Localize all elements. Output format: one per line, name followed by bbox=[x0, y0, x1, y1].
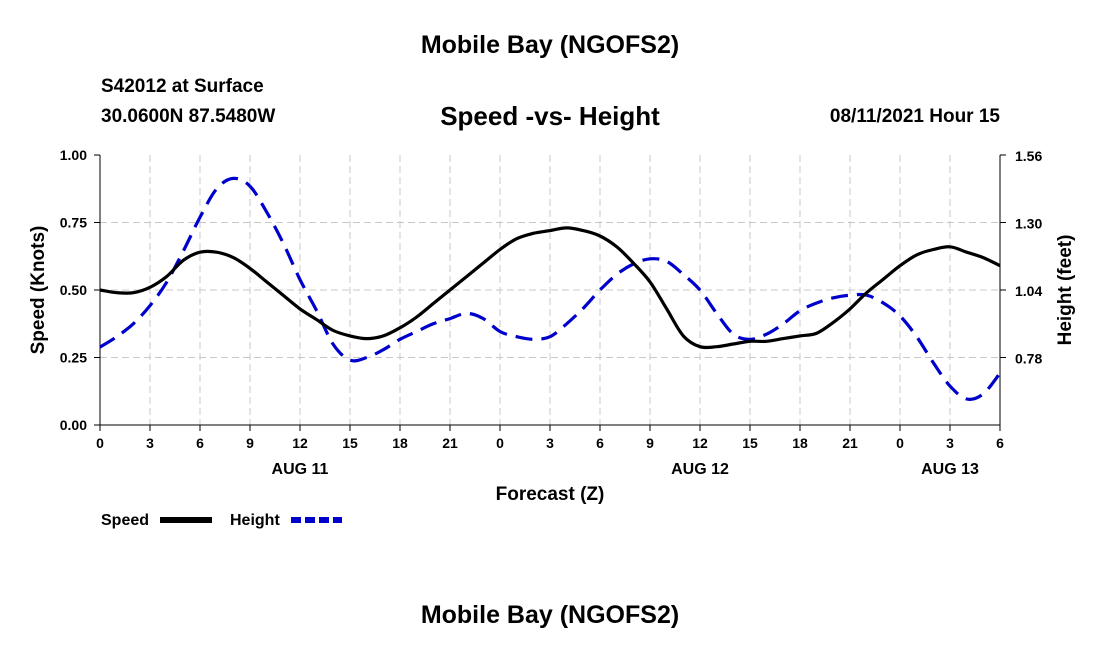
x-axis-label: Forecast (Z) bbox=[496, 484, 605, 505]
y2-tick-label: 1.30 bbox=[1015, 216, 1042, 232]
x-tick-label: 21 bbox=[842, 435, 858, 451]
series-lines bbox=[99, 176, 1002, 401]
y-tick-label: 0.00 bbox=[60, 417, 87, 433]
y2-tick-label: 1.56 bbox=[1015, 148, 1042, 164]
x-tick-label: 18 bbox=[392, 435, 408, 451]
y-tick-label: 1.00 bbox=[60, 147, 87, 163]
axes bbox=[94, 154, 1006, 431]
y-tick-label: 0.75 bbox=[60, 215, 87, 231]
station-coordinates: 30.0600N 87.5480W bbox=[101, 106, 276, 127]
x-tick-label: 6 bbox=[596, 435, 604, 451]
x-tick-label: 0 bbox=[96, 435, 104, 451]
right-y-axis-label: Height (feet) bbox=[1055, 235, 1076, 346]
legend-speed-label: Speed bbox=[101, 512, 149, 529]
speed-series-line bbox=[99, 226, 1001, 350]
footer-title: Mobile Bay (NGOFS2) bbox=[420, 601, 680, 629]
x-day-label: AUG 13 bbox=[921, 461, 979, 478]
x-tick-label: 15 bbox=[742, 435, 758, 451]
x-tick-label: 3 bbox=[946, 435, 954, 451]
legend-height-label: Height bbox=[230, 512, 280, 529]
x-tick-label: 18 bbox=[792, 435, 808, 451]
x-tick-label: 21 bbox=[442, 435, 458, 451]
x-tick-label: 3 bbox=[546, 435, 554, 451]
y-tick-label: 0.50 bbox=[60, 282, 87, 298]
x-tick-label: 6 bbox=[996, 435, 1004, 451]
y-tick-label: 0.25 bbox=[60, 350, 87, 366]
y2-tick-label: 0.78 bbox=[1015, 351, 1042, 367]
x-tick-label: 9 bbox=[246, 435, 254, 451]
x-day-label: AUG 12 bbox=[671, 461, 729, 478]
tick-labels: 0 3 6 9 12 15 18 21 0 3 6 9 12 15 18 21 0 3 6 AUG 11 AUG 12 A… bbox=[60, 147, 1043, 478]
x-tick-label: 6 bbox=[196, 435, 204, 451]
x-tick-label: 12 bbox=[292, 435, 308, 451]
chart-subtitle: Speed -vs- Height bbox=[440, 101, 660, 131]
x-tick-label: 9 bbox=[646, 435, 654, 451]
station-label: S42012 at Surface bbox=[101, 76, 264, 97]
x-tick-label: 0 bbox=[496, 435, 504, 451]
left-y-axis-label: Speed (Knots) bbox=[28, 226, 49, 355]
x-tick-label: 3 bbox=[146, 435, 154, 451]
x-tick-label: 12 bbox=[692, 435, 708, 451]
grid-lines bbox=[100, 155, 1000, 425]
chart-title: Mobile Bay (NGOFS2) bbox=[420, 31, 680, 59]
height-series-line bbox=[99, 176, 1002, 401]
legend: Speed Height bbox=[101, 512, 342, 529]
y2-tick-label: 1.04 bbox=[1015, 283, 1042, 299]
x-tick-label: 0 bbox=[896, 435, 904, 451]
x-day-label: AUG 11 bbox=[272, 461, 329, 478]
x-tick-label: 15 bbox=[342, 435, 358, 451]
forecast-datetime: 08/11/2021 Hour 15 bbox=[829, 106, 1000, 127]
axis-titles: Forecast (Z) Speed (Knots) Height (feet) bbox=[28, 226, 1076, 505]
